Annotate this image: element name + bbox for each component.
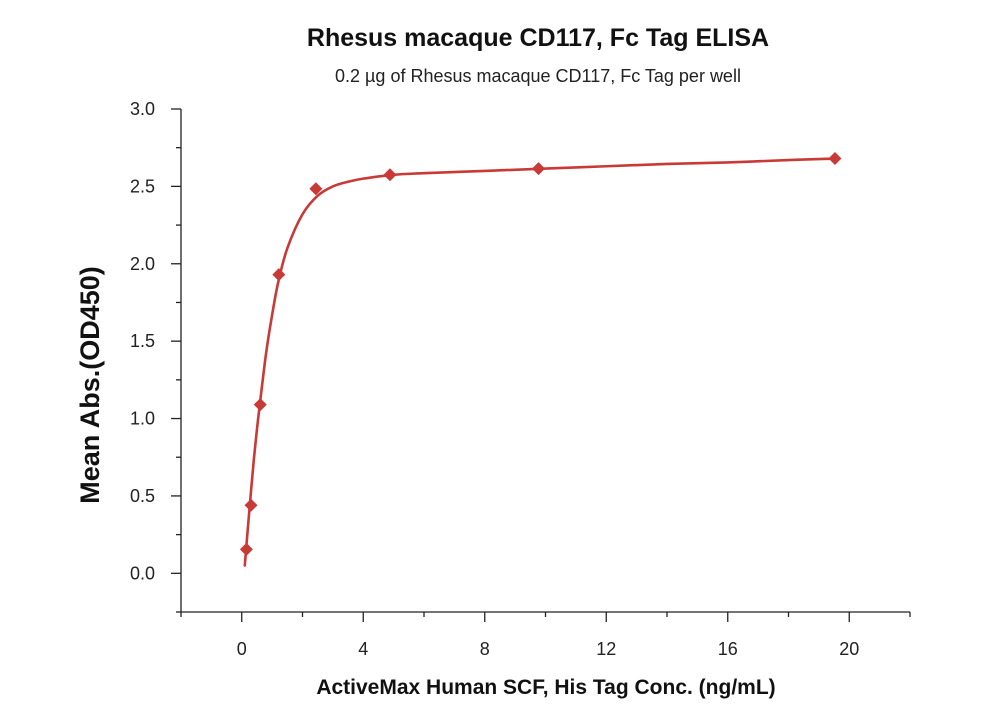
- y-tick-label: 2.5: [130, 176, 155, 196]
- data-point: [309, 182, 323, 196]
- fit-curve-layer: [243, 157, 837, 567]
- y-ticks: 0.0 0.5 1.0 1.5 2.0 2.5 3.0: [130, 99, 181, 613]
- data-point: [272, 268, 286, 282]
- x-tick-label: 0: [237, 639, 247, 659]
- data-point: [239, 542, 253, 556]
- data-point: [532, 162, 546, 176]
- axes: [180, 109, 910, 613]
- x-axis-label: ActiveMax Human SCF, His Tag Conc. (ng/m…: [316, 676, 775, 699]
- data-point: [253, 398, 267, 412]
- x-tick-label: 16: [718, 639, 738, 659]
- data-points-layer: [239, 152, 842, 556]
- data-point: [244, 498, 258, 512]
- y-tick-label: 0.0: [130, 563, 155, 583]
- y-tick-label: 1.0: [130, 409, 155, 429]
- y-tick-label: 3.0: [130, 99, 155, 119]
- chart-title: Rhesus macaque CD117, Fc Tag ELISA: [307, 24, 769, 52]
- x-tick-label: 4: [358, 639, 368, 659]
- y-tick-label: 2.0: [130, 254, 155, 274]
- y-tick-label: 1.5: [130, 331, 155, 351]
- x-tick-label: 12: [596, 639, 616, 659]
- fit-curve: [243, 157, 837, 567]
- x-tick-label: 8: [480, 639, 490, 659]
- x-tick-label: 20: [839, 639, 859, 659]
- chart-subtitle: 0.2 µg of Rhesus macaque CD117, Fc Tag p…: [335, 66, 741, 86]
- data-point: [383, 168, 397, 182]
- y-axis-label: Mean Abs.(OD450): [75, 266, 105, 504]
- data-point: [828, 152, 842, 166]
- y-tick-label: 0.5: [130, 486, 155, 506]
- x-ticks: 0 4 8 12 16 20: [180, 612, 911, 659]
